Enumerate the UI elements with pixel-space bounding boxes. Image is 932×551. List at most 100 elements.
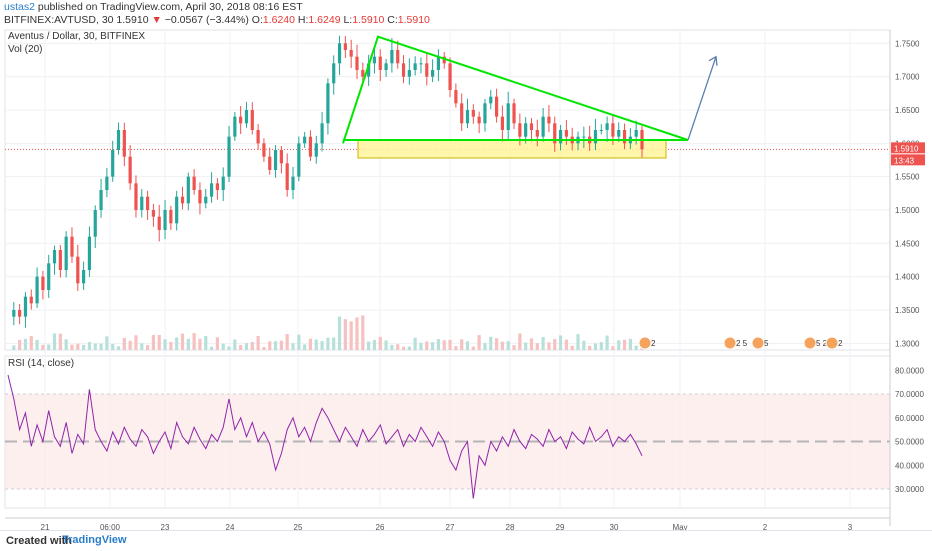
candle: [93, 210, 97, 237]
volume-bar: [151, 334, 156, 350]
axes-group: 1.75001.70001.65001.60001.55001.50001.45…: [5, 30, 925, 530]
volume-bar: [128, 340, 132, 350]
volume-bar: [35, 340, 39, 350]
candle: [506, 103, 510, 130]
volume-bar: [628, 338, 632, 350]
countdown-tag-bg: [891, 154, 925, 166]
author-link[interactable]: ustas2: [4, 1, 35, 13]
time-tick-label: 26: [376, 523, 385, 530]
volume-bar: [553, 339, 557, 350]
volume-bar: [349, 321, 353, 350]
time-tick-label: 29: [556, 523, 565, 530]
candle: [58, 250, 62, 270]
candle: [12, 310, 16, 317]
volume-bar: [518, 333, 522, 350]
candle: [634, 130, 638, 137]
candle: [204, 196, 208, 204]
volume-bar: [588, 345, 592, 350]
projection-arrow-head: [708, 55, 718, 66]
volume-bar: [279, 340, 283, 350]
last-price: 1.5910: [116, 14, 149, 26]
candle: [529, 123, 534, 130]
volume-bar: [215, 337, 219, 350]
volume-bar: [122, 337, 126, 350]
candle: [494, 96, 499, 117]
volume-bar: [239, 344, 243, 350]
volume-bar: [12, 345, 16, 350]
volume-bar: [93, 343, 97, 350]
candle: [471, 110, 475, 117]
candle: [558, 130, 563, 144]
candle: [134, 183, 138, 210]
volume-bar: [593, 343, 598, 350]
candle: [180, 196, 185, 204]
candle: [518, 123, 522, 137]
candle: [436, 56, 441, 70]
volume-bar: [285, 333, 289, 350]
candle: [239, 116, 243, 124]
candle: [553, 123, 557, 144]
volume-bar: [541, 337, 545, 350]
price-pane-title: Aventus / Dollar, 30, BITFINEX: [8, 31, 145, 42]
volume-bar: [332, 337, 336, 350]
candle: [460, 103, 464, 124]
volume-bar: [425, 341, 429, 350]
footer: Created with TradingView: [0, 530, 932, 551]
volume-bar: [442, 340, 446, 350]
volume-bar: [99, 343, 103, 350]
rsi-tick-label: 50.0000: [895, 438, 924, 447]
volume-bar: [18, 339, 22, 350]
volume-bar: [355, 317, 359, 350]
support-zone-group: [357, 139, 667, 159]
volume-bar: [558, 335, 563, 350]
candle: [564, 130, 568, 137]
drawings-group[interactable]: [342, 35, 718, 144]
price-tick-label: 1.4000: [895, 273, 920, 282]
candle: [547, 116, 551, 124]
candle: [349, 50, 353, 57]
event-badges[interactable]: 2 2 5 5 5 2 2: [638, 336, 843, 350]
volume-bar: [134, 335, 138, 350]
candle: [512, 103, 516, 124]
candle: [314, 143, 318, 157]
tradingview-logo[interactable]: TradingView: [62, 534, 127, 546]
volume-bar: [303, 344, 307, 350]
volume-bar: [512, 345, 516, 350]
volume-bar: [396, 344, 400, 350]
projection-arrow: [687, 56, 717, 141]
candle: [105, 176, 109, 190]
candle: [70, 236, 74, 257]
volume-bar: [64, 339, 68, 350]
volume-bar: [605, 335, 609, 350]
candle: [18, 310, 22, 317]
rsi-tick-label: 80.0000: [895, 366, 924, 375]
price-tick-label: 1.6500: [895, 106, 920, 115]
chart-canvas[interactable]: 1.75001.70001.65001.60001.55001.50001.45…: [0, 26, 932, 530]
candle: [343, 43, 347, 50]
price-tick-label: 1.3500: [895, 306, 920, 315]
volume-bar: [209, 346, 214, 350]
candle: [320, 123, 324, 144]
candle: [396, 50, 400, 64]
volume-bar: [140, 343, 144, 350]
volume-label: Vol (20): [8, 44, 42, 55]
candle: [250, 110, 254, 130]
event-badge-count: 2 5: [736, 339, 748, 348]
candle: [483, 103, 487, 124]
symbol-label: BITFINEX:AVTUSD, 30: [4, 14, 114, 26]
candle: [140, 196, 144, 210]
rsi-tick-label: 60.0000: [895, 414, 924, 423]
candle: [262, 143, 266, 157]
candle: [303, 136, 307, 144]
volume-bar: [70, 344, 74, 350]
time-tick-label: May: [672, 523, 687, 530]
candle: [337, 43, 342, 64]
event-badge-count: 5 2: [816, 339, 828, 348]
candle: [535, 130, 539, 137]
volume-bar: [204, 335, 208, 350]
candle: [355, 56, 359, 70]
event-badge-icon: [638, 336, 652, 350]
candle: [128, 156, 132, 184]
volume-bar: [52, 333, 57, 350]
volume-bar: [483, 343, 487, 350]
